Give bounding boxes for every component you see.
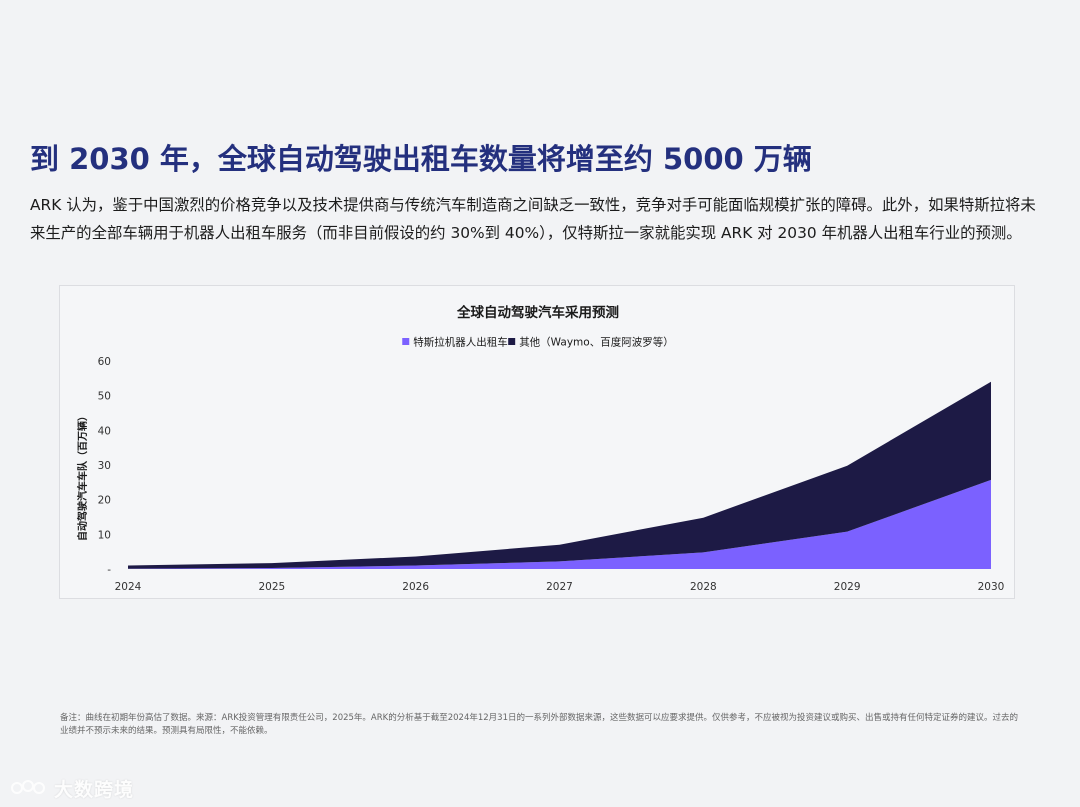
x-tick-label: 2027 — [546, 581, 573, 593]
y-tick-label: 10 — [98, 529, 111, 541]
adoption-chart: 全球自动驾驶汽车采用预测 特斯拉机器人出租车 其他（Waymo、百度阿波罗等） 自… — [76, 304, 1005, 593]
watermark: 大数跨境 — [10, 774, 134, 802]
x-tick-label: 2024 — [115, 581, 142, 593]
x-tick-label: 2029 — [834, 581, 861, 593]
x-axis-ticks: 2024 2025 2026 2027 2028 2029 2030 — [115, 581, 1005, 593]
y-axis-label: 自动驾驶汽车车队（百万辆） — [76, 411, 89, 541]
y-axis-ticks: - 10 20 30 40 50 60 — [98, 356, 112, 576]
y-tick-label: 30 — [98, 460, 111, 472]
y-tick-label: 40 — [98, 425, 111, 437]
footnote: 备注：曲线在初期年份高估了数据。来源：ARK投资管理有限责任公司，2025年。A… — [60, 713, 1018, 736]
watermark-text: 大数跨境 — [54, 778, 135, 801]
chart-legend: 特斯拉机器人出租车 其他（Waymo、百度阿波罗等） — [402, 336, 674, 349]
x-tick-label: 2028 — [690, 581, 717, 593]
x-tick-label: 2026 — [402, 581, 429, 593]
legend-swatch-1 — [508, 338, 516, 345]
chart-title: 全球自动驾驶汽车采用预测 — [456, 304, 619, 321]
chart-card: 全球自动驾驶汽车采用预测 特斯拉机器人出租车 其他（Waymo、百度阿波罗等） 自… — [59, 285, 1015, 599]
watermark-logo-icon — [11, 780, 45, 794]
area-series-1 — [128, 381, 991, 569]
x-tick-label: 2025 — [258, 581, 285, 593]
y-tick-label: 60 — [98, 356, 111, 368]
y-tick-label: - — [107, 564, 111, 576]
y-tick-label: 20 — [98, 495, 111, 507]
y-tick-label: 50 — [98, 391, 111, 403]
legend-label-1: 其他（Waymo、百度阿波罗等） — [519, 336, 674, 349]
chart-areas — [128, 381, 991, 569]
legend-label-0: 特斯拉机器人出租车 — [413, 336, 508, 349]
x-tick-label: 2030 — [978, 581, 1005, 593]
legend-swatch-0 — [402, 338, 410, 345]
page-title: 到 2030 年，全球自动驾驶出租车数量将增至约 5000 万辆 — [30, 142, 812, 176]
area-series-0 — [128, 479, 991, 569]
intro-paragraph: ARK 认为，鉴于中国激烈的价格竞争以及技术提供商与传统汽车制造商之间缺乏一致性… — [30, 196, 1036, 242]
